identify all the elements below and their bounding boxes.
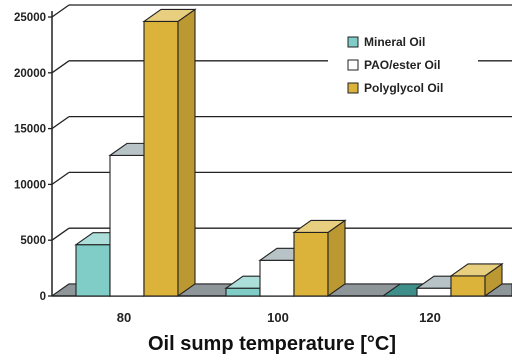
bar-polyglycol-oil-80	[142, 8, 197, 298]
gridline-diagonal	[51, 171, 70, 185]
y-tick-label: 0	[40, 291, 46, 303]
bar-side	[177, 8, 196, 298]
gridline-diagonal	[51, 60, 70, 74]
bar-top	[449, 263, 504, 277]
gridline-diagonal	[51, 4, 70, 18]
y-axis: 0 5000 10000 15000 20000 25000	[14, 11, 53, 303]
y-tick-label: 5000	[20, 235, 46, 247]
legend-label: Mineral Oil	[364, 35, 425, 49]
legend-swatch	[347, 36, 359, 48]
bar-front	[416, 287, 452, 297]
bar-front	[450, 275, 486, 297]
bar-front	[109, 154, 145, 297]
bar-front	[259, 259, 295, 297]
bar-front	[293, 231, 329, 297]
legend-item: Polyglycol Oil	[347, 81, 443, 95]
y-tick-label: 20000	[14, 68, 46, 80]
bar-front	[75, 244, 111, 297]
legend-item: Mineral Oil	[347, 35, 425, 49]
y-tick-label: 15000	[14, 124, 46, 136]
gridline-diagonal	[51, 227, 70, 241]
bar-polyglycol-oil-100	[292, 219, 347, 298]
legend-label: Polyglycol Oil	[364, 81, 443, 95]
x-axis-title: Oil sump temperature [°C]	[148, 333, 396, 355]
bar-polyglycol-oil-120	[449, 262, 504, 298]
x-tick-label: 100	[267, 310, 289, 325]
y-tick-label: 10000	[14, 179, 46, 191]
x-tick-label: 120	[419, 310, 441, 325]
legend-item: PAO/ester Oil	[347, 58, 440, 72]
bar-top	[142, 8, 197, 23]
legend-label: PAO/ester Oil	[364, 58, 440, 72]
gridline-diagonal	[51, 116, 70, 130]
bar-top	[292, 219, 347, 233]
legend: Mineral Oil PAO/ester Oil Polyglycol Oil	[328, 31, 478, 104]
bar-front	[143, 20, 179, 297]
x-axis-ticks: 80 100 120	[117, 310, 441, 325]
x-tick-label: 80	[117, 310, 131, 325]
bar-side	[327, 219, 346, 298]
y-tick-label: 25000	[14, 12, 46, 24]
legend-swatch	[347, 82, 359, 94]
bars	[74, 8, 504, 298]
bar-front	[225, 287, 261, 297]
legend-swatch	[347, 59, 359, 71]
